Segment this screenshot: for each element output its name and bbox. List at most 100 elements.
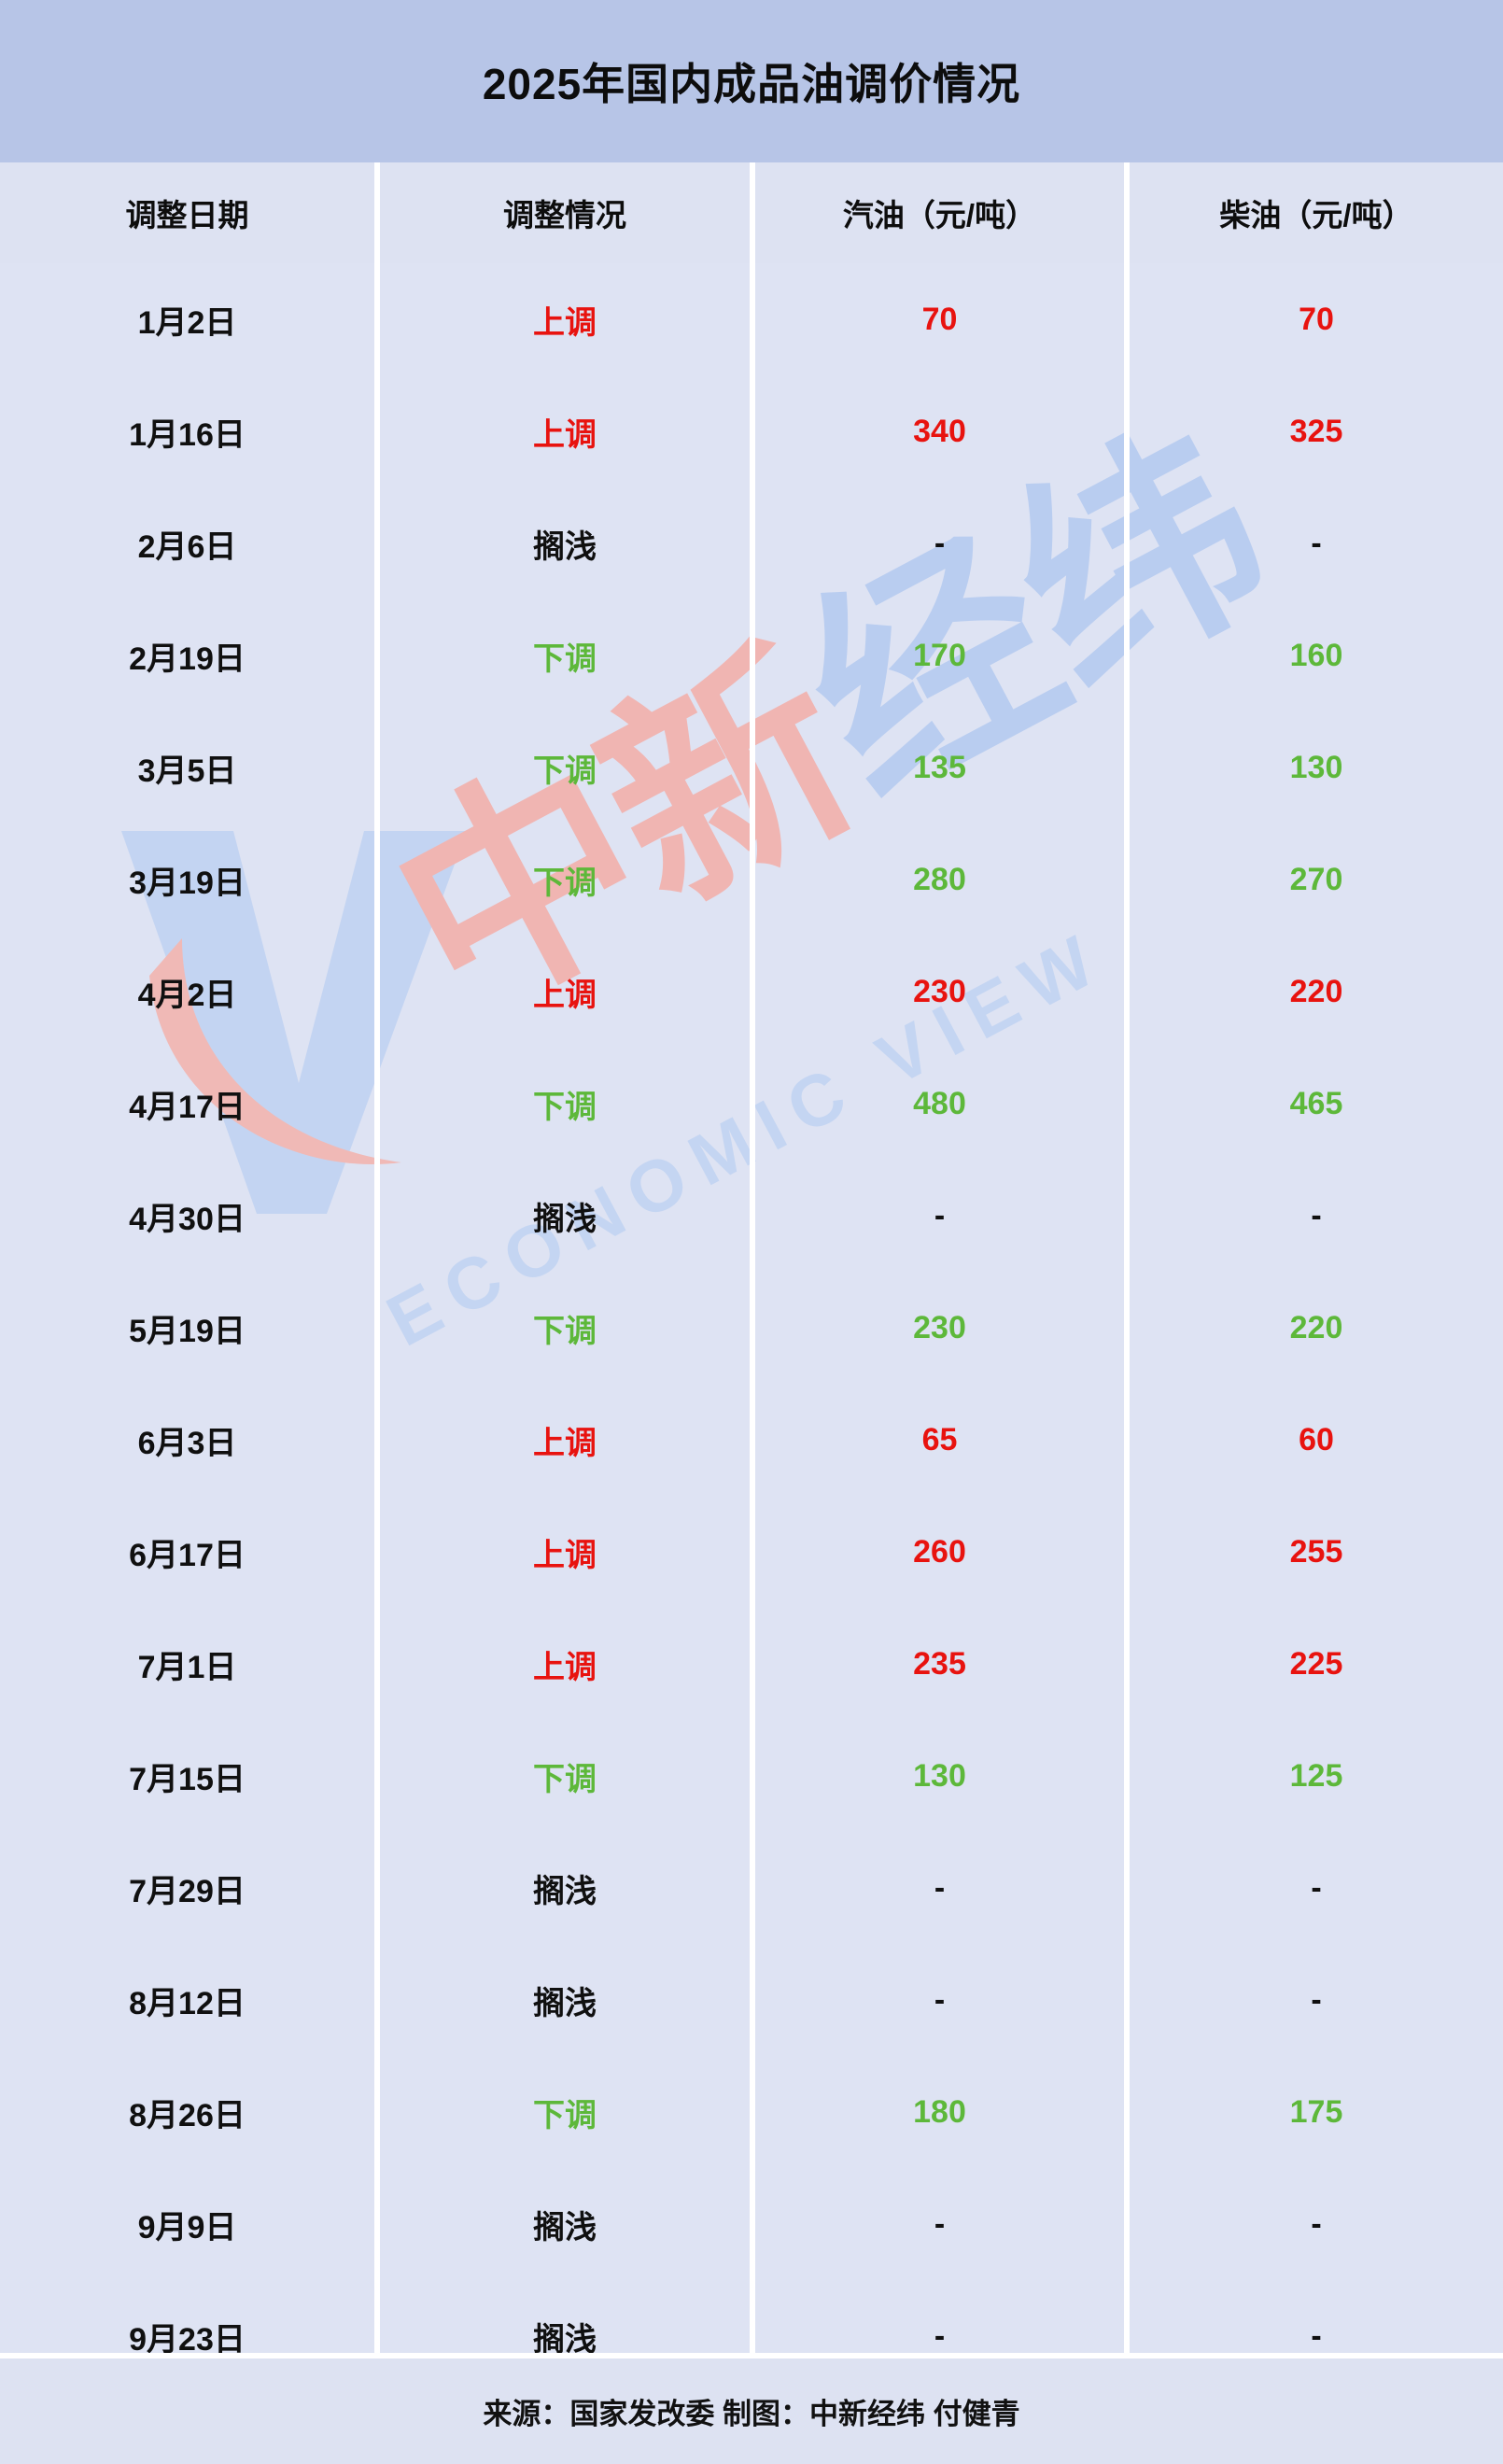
table-row: 7月29日 搁浅 - - (0, 1832, 1503, 1944)
cell-status: 下调 (377, 824, 755, 936)
cell-diesel: 220 (1289, 1309, 1343, 1345)
cell-status: 上调 (377, 1608, 755, 1720)
cell-diesel: 325 (1289, 413, 1343, 449)
cell-gasoline: 260 (752, 1496, 1130, 1608)
cell-date: 8月12日 (0, 1944, 380, 2056)
cell-date: 5月19日 (0, 1272, 380, 1384)
cell-status: 上调 (377, 1384, 755, 1496)
cell-gasoline: 65 (752, 1384, 1130, 1496)
column-header-diesel: 柴油（元/吨） (1127, 162, 1503, 263)
cell-gasoline: 280 (752, 824, 1130, 936)
cell-date: 2月19日 (0, 599, 380, 711)
cell-date: 8月26日 (0, 2056, 380, 2168)
cell-diesel: - (1311, 1869, 1322, 1906)
table-row: 4月30日 搁浅 - - (0, 1160, 1503, 1272)
cell-date: 4月30日 (0, 1160, 380, 1272)
table-row: 9月9日 搁浅 - - (0, 2168, 1503, 2280)
table-row: 8月12日 搁浅 - - (0, 1944, 1503, 2056)
source-credit: 来源：国家发改委 制图：中新经纬 付健青 (483, 2398, 1020, 2430)
cell-date: 6月17日 (0, 1496, 380, 1608)
cell-diesel: 465 (1289, 1085, 1343, 1121)
cell-status: 上调 (377, 936, 755, 1048)
cell-diesel: 225 (1289, 1645, 1343, 1682)
table-row: 3月19日 下调 280 270 (0, 824, 1503, 936)
cell-date: 1月16日 (0, 375, 380, 487)
cell-diesel: 125 (1289, 1757, 1343, 1794)
table-row: 6月3日 上调 65 60 (0, 1384, 1503, 1496)
cell-gasoline: 230 (752, 936, 1130, 1048)
table-row: 1月2日 上调 70 70 (0, 263, 1503, 375)
cell-diesel: 160 (1289, 637, 1343, 673)
cell-diesel: 255 (1289, 1533, 1343, 1570)
table-header: 调整日期 调整情况 汽油（元/吨） 柴油（元/吨） (0, 162, 1503, 263)
cell-status: 下调 (377, 1720, 755, 1832)
cell-status: 下调 (377, 599, 755, 711)
cell-diesel: - (1311, 1197, 1322, 1233)
cell-diesel: 175 (1289, 2093, 1343, 2130)
cell-diesel: - (1311, 2205, 1322, 2242)
cell-gasoline: 130 (752, 1720, 1130, 1832)
cell-gasoline: 170 (752, 599, 1130, 711)
column-header-status: 调整情况 (377, 162, 755, 263)
cell-status: 搁浅 (377, 2168, 755, 2280)
cell-status: 下调 (377, 1048, 755, 1160)
cell-status: 搁浅 (377, 487, 755, 599)
cell-status: 搁浅 (377, 1160, 755, 1272)
cell-gasoline: 235 (752, 1608, 1130, 1720)
cell-date: 2月6日 (0, 487, 380, 599)
table-row: 2月6日 搁浅 - - (0, 487, 1503, 599)
cell-gasoline: - (752, 487, 1130, 599)
cell-gasoline: 70 (752, 263, 1130, 375)
cell-status: 上调 (377, 1496, 755, 1608)
page-title: 2025年国内成品油调价情况 (482, 60, 1021, 108)
table-row: 6月17日 上调 260 255 (0, 1496, 1503, 1608)
cell-gasoline: 180 (752, 2056, 1130, 2168)
table-row: 1月16日 上调 340 325 (0, 375, 1503, 487)
cell-date: 3月19日 (0, 824, 380, 936)
table-row: 5月19日 下调 230 220 (0, 1272, 1503, 1384)
table-row: 7月1日 上调 235 225 (0, 1608, 1503, 1720)
cell-date: 7月29日 (0, 1832, 380, 1944)
cell-date: 4月2日 (0, 936, 380, 1048)
cell-diesel: 60 (1299, 1421, 1334, 1457)
table-row: 8月26日 下调 180 175 (0, 2056, 1503, 2168)
cell-status: 上调 (377, 375, 755, 487)
cell-date: 9月9日 (0, 2168, 380, 2280)
price-adjustment-table: 调整日期 调整情况 汽油（元/吨） 柴油（元/吨） 1月2日 上调 70 70 1月16… (0, 162, 1503, 2392)
cell-status: 下调 (377, 711, 755, 824)
column-header-date: 调整日期 (0, 162, 380, 263)
table-row: 2月19日 下调 170 160 (0, 599, 1503, 711)
table-body: 1月2日 上调 70 70 1月16日 上调 340 325 2月6日 搁浅 - -2月19日 下调 17… (0, 263, 1503, 2392)
cell-diesel: - (1311, 525, 1322, 561)
cell-date: 4月17日 (0, 1048, 380, 1160)
cell-date: 1月2日 (0, 263, 380, 375)
cell-diesel: 270 (1289, 861, 1343, 897)
cell-gasoline: 230 (752, 1272, 1130, 1384)
title-band: 2025年国内成品油调价情况 (0, 0, 1503, 162)
table-row: 4月17日 下调 480 465 (0, 1048, 1503, 1160)
cell-gasoline: 340 (752, 375, 1130, 487)
cell-diesel: - (1311, 1981, 1322, 2018)
table-row: 4月2日 上调 230 220 (0, 936, 1503, 1048)
cell-diesel: - (1311, 2317, 1322, 2354)
cell-diesel: 70 (1299, 301, 1334, 337)
table-header-row: 调整日期 调整情况 汽油（元/吨） 柴油（元/吨） (0, 162, 1503, 263)
table-row: 7月15日 下调 130 125 (0, 1720, 1503, 1832)
cell-gasoline: - (752, 2168, 1130, 2280)
cell-gasoline: - (752, 1944, 1130, 2056)
cell-status: 上调 (377, 263, 755, 375)
cell-date: 7月15日 (0, 1720, 380, 1832)
cell-status: 搁浅 (377, 1832, 755, 1944)
column-header-gasoline: 汽油（元/吨） (752, 162, 1130, 263)
cell-gasoline: - (752, 1160, 1130, 1272)
cell-gasoline: 135 (752, 711, 1130, 824)
footer-band: 来源：国家发改委 制图：中新经纬 付健青 (0, 2353, 1503, 2464)
price-adjustment-table-wrapper: 调整日期 调整情况 汽油（元/吨） 柴油（元/吨） 1月2日 上调 70 70 1月16… (0, 162, 1503, 2392)
cell-gasoline: - (752, 1832, 1130, 1944)
cell-gasoline: 480 (752, 1048, 1130, 1160)
cell-date: 6月3日 (0, 1384, 380, 1496)
cell-status: 搁浅 (377, 1944, 755, 2056)
cell-date: 3月5日 (0, 711, 380, 824)
cell-status: 下调 (377, 1272, 755, 1384)
